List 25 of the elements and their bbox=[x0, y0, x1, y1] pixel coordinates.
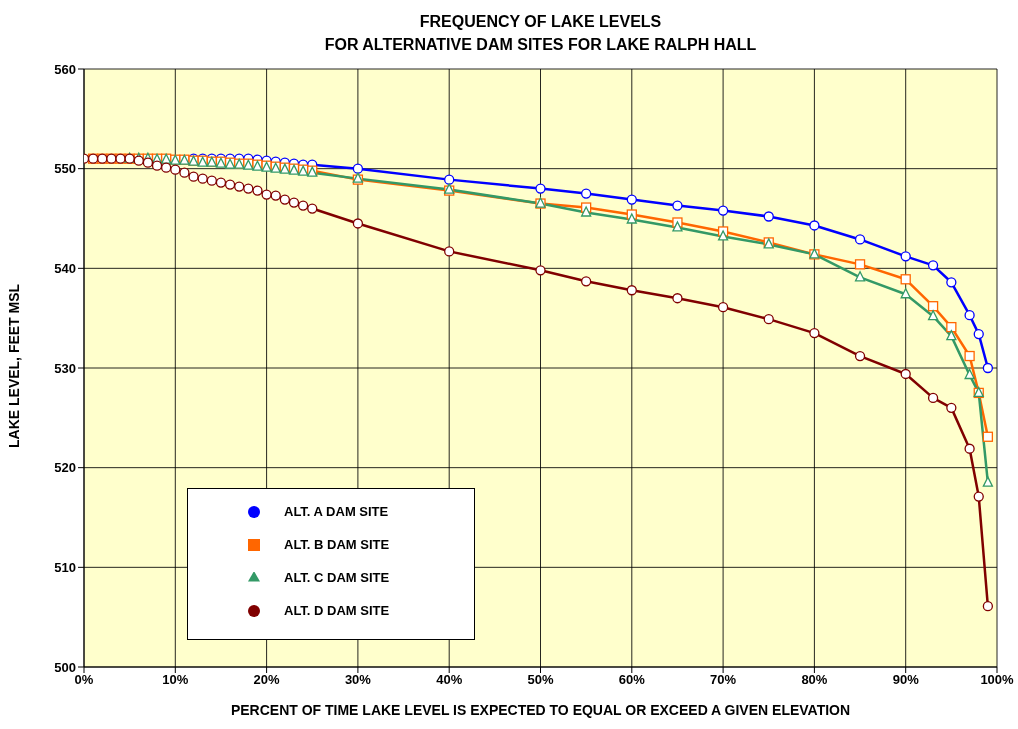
y-tick-label: 550 bbox=[54, 161, 76, 177]
legend-label: ALT. D DAM SITE bbox=[284, 603, 390, 618]
legend-label: ALT. A DAM SITE bbox=[284, 504, 389, 519]
x-axis-title: PERCENT OF TIME LAKE LEVEL IS EXPECTED TO EQUAL OR EXCEED A GIVEN ELEVATION bbox=[230, 702, 851, 718]
x-tick-label: 20% bbox=[253, 672, 281, 688]
x-tick-label: 60% bbox=[618, 672, 646, 688]
y-axis-title: LAKE LEVEL, FEET MSL bbox=[5, 283, 22, 448]
y-tick-label: 510 bbox=[54, 559, 76, 575]
x-tick-label: 10% bbox=[162, 672, 189, 688]
x-tick-label: 80% bbox=[801, 672, 828, 688]
x-tick-label: 30% bbox=[344, 672, 372, 688]
x-tick-label: 70% bbox=[710, 672, 737, 688]
chart-title: FREQUENCY OF LAKE LEVELS FOR ALTERNATIVE DAM SITES FOR LAKE RALPH HALL bbox=[323, 12, 758, 55]
y-tick-label: 540 bbox=[54, 260, 76, 276]
legend-label: ALT. B DAM SITE bbox=[284, 537, 390, 552]
x-tick-label: 100% bbox=[980, 672, 1015, 688]
x-tick-label: 90% bbox=[892, 672, 920, 688]
x-tick-label: 0% bbox=[74, 672, 94, 688]
x-tick-label: 50% bbox=[527, 672, 554, 688]
y-tick-label: 530 bbox=[54, 360, 76, 376]
y-tick-label: 500 bbox=[54, 659, 76, 675]
x-tick-label: 40% bbox=[436, 672, 463, 688]
legend-label: ALT. C DAM SITE bbox=[284, 570, 390, 585]
y-tick-label: 560 bbox=[54, 61, 76, 77]
y-tick-label: 520 bbox=[54, 460, 76, 476]
